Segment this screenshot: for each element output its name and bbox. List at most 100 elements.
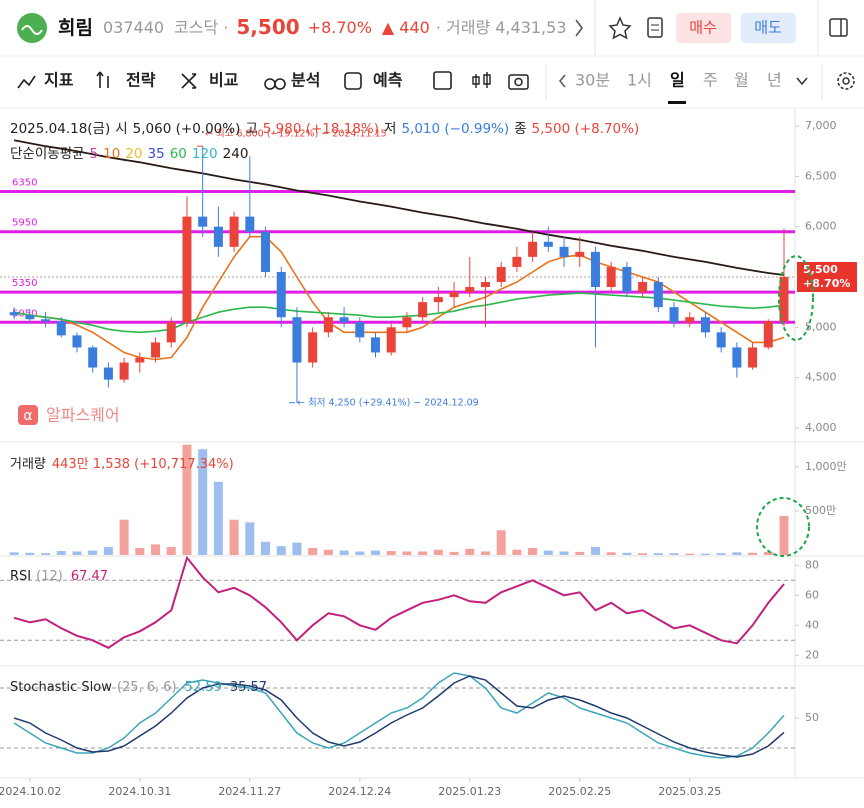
logo-mark bbox=[21, 25, 43, 35]
candle-body bbox=[9, 312, 19, 316]
legend-entry: 240 bbox=[223, 146, 249, 162]
x-tick-label: 2024.10.02 bbox=[0, 785, 61, 798]
volume-bar bbox=[543, 550, 553, 555]
volume-bar bbox=[182, 444, 192, 555]
indicator-icon[interactable] bbox=[17, 75, 36, 89]
candle-body bbox=[56, 321, 66, 336]
plot: 지표 전략 비교 분석 예측 4,000 4,500 5,000 6,000 6,500 7,000… bbox=[0, 71, 857, 798]
volume-bar bbox=[748, 552, 758, 555]
pane-title: Stochastic Slow (25, 6, 6) 52.59 35.57 bbox=[10, 680, 267, 695]
compare-icon[interactable] bbox=[181, 73, 197, 89]
highlight-ellipse bbox=[756, 497, 810, 557]
memo-icon[interactable] bbox=[647, 17, 663, 38]
scroll-right[interactable] bbox=[575, 19, 583, 37]
legend-entry: 20 bbox=[125, 146, 142, 162]
price-level-label: 5950 bbox=[12, 218, 37, 229]
volume-bar bbox=[103, 547, 113, 555]
volume-bar bbox=[198, 449, 208, 555]
volume-bar bbox=[151, 544, 161, 555]
annotation: ← 최고 6,800 (−19.12%) − 2024.11.15 bbox=[205, 129, 387, 140]
period-button[interactable]: 년 bbox=[767, 71, 782, 90]
period-button[interactable]: 일 bbox=[670, 71, 685, 90]
candle-body bbox=[716, 332, 726, 348]
tool-button[interactable]: 예측 bbox=[373, 71, 403, 90]
header-change: ▲ 440 bbox=[382, 18, 430, 37]
period-button[interactable]: 주 bbox=[703, 71, 718, 90]
volume-bar bbox=[575, 551, 585, 555]
candle-icon[interactable] bbox=[472, 72, 491, 88]
y-tick-label: 4,000 bbox=[805, 421, 837, 434]
volume-bar bbox=[512, 549, 522, 555]
watermark: 알파스퀘어 bbox=[46, 406, 120, 425]
candle-body bbox=[559, 246, 569, 257]
volume-bar bbox=[339, 550, 349, 555]
buy-label[interactable]: 매수 bbox=[689, 19, 717, 37]
volume-bar bbox=[119, 519, 129, 555]
y-tick-label: 5,000 bbox=[805, 320, 837, 333]
candle-body bbox=[88, 347, 98, 368]
candle-body bbox=[763, 321, 773, 348]
period-button[interactable]: 월 bbox=[734, 71, 749, 90]
candle-body bbox=[213, 226, 223, 247]
legend-entry: 5 bbox=[90, 146, 99, 162]
volume-bar bbox=[669, 553, 679, 555]
candle-body bbox=[418, 302, 428, 318]
volume-bar bbox=[732, 552, 742, 555]
tool-button[interactable]: 지표 bbox=[44, 71, 74, 90]
settings-icon[interactable] bbox=[837, 72, 855, 90]
period-dropdown[interactable] bbox=[796, 77, 808, 86]
draw-icon[interactable] bbox=[433, 71, 452, 90]
volume-bar bbox=[72, 551, 82, 555]
buy-button[interactable] bbox=[676, 13, 731, 43]
y-tick-label: 50 bbox=[805, 711, 819, 724]
watermark-glyph: α bbox=[23, 408, 32, 424]
volume-bar bbox=[638, 553, 648, 555]
header-name: 희림 bbox=[58, 17, 93, 39]
x-tick-label: 2024.10.31 bbox=[108, 785, 171, 798]
tool-button[interactable]: 분석 bbox=[291, 71, 320, 90]
candle-body bbox=[261, 231, 271, 272]
volume-bar bbox=[716, 553, 726, 555]
favorite-icon[interactable] bbox=[608, 16, 632, 40]
ohlc-info-part: 5,060 (+0.00%) bbox=[133, 121, 241, 137]
pane-title-part: 67.47 bbox=[71, 569, 108, 584]
ohlc-info-part: 5,980 (+18.18%) bbox=[263, 121, 379, 137]
ai-icon[interactable] bbox=[344, 72, 362, 90]
highlight-ellipse bbox=[778, 255, 814, 341]
ohlc-info-part: 2025.04.18(금) bbox=[10, 121, 110, 137]
candle-body bbox=[622, 266, 632, 293]
panel-icon[interactable] bbox=[829, 18, 848, 37]
legend-entry: 10 bbox=[103, 146, 120, 162]
volume-bar bbox=[9, 552, 19, 555]
legend-entry: 60 bbox=[170, 146, 187, 162]
ohlc-info-part: 5,500 (+8.70%) bbox=[532, 121, 640, 137]
ohlc-info-part: 종 bbox=[514, 121, 526, 137]
sell-button[interactable] bbox=[741, 13, 796, 43]
x-tick-label: 2025.03.25 bbox=[658, 785, 721, 798]
candle-body bbox=[669, 307, 679, 323]
volume-bar bbox=[292, 542, 302, 555]
sell-label[interactable]: 매도 bbox=[754, 19, 782, 37]
pane-title-part: 35.57 bbox=[230, 680, 267, 695]
volume-bar bbox=[355, 551, 365, 555]
volume-bar bbox=[229, 519, 239, 555]
scroll-left[interactable] bbox=[559, 74, 566, 88]
period-button[interactable]: 30분 bbox=[575, 71, 610, 90]
tool-button[interactable]: 비교 bbox=[209, 71, 239, 90]
header-line: 희림 037440 코스닥 · 5,500 +8.70% ▲ 440 · 거래량 4,431… bbox=[58, 15, 567, 39]
camera-icon[interactable] bbox=[508, 74, 529, 90]
price-level-label: 6350 bbox=[12, 177, 37, 188]
period-button[interactable]: 1시 bbox=[627, 71, 652, 90]
period-selected bbox=[668, 101, 686, 104]
y-tick-label: 40 bbox=[805, 618, 819, 631]
candle-body bbox=[198, 216, 208, 227]
strategy-icon[interactable] bbox=[96, 71, 109, 88]
candle-body bbox=[590, 251, 600, 288]
tool-button[interactable]: 전략 bbox=[126, 71, 156, 90]
ma-legend-title: 단순이동평균 bbox=[10, 146, 85, 162]
candle-body bbox=[685, 317, 695, 323]
volume-bar bbox=[528, 547, 538, 555]
y-tick-label: 20 bbox=[805, 648, 819, 661]
volume-bar bbox=[41, 553, 51, 555]
